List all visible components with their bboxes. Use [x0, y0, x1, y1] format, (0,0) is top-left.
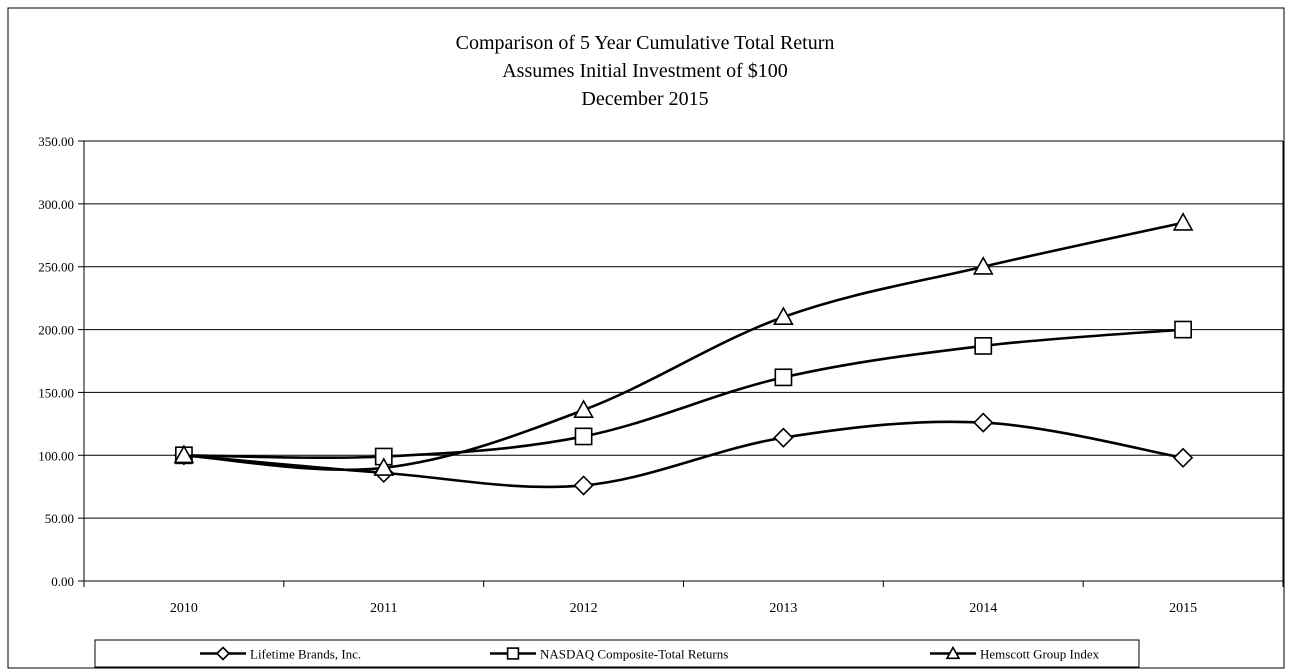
chart-title-line-1: Comparison of 5 Year Cumulative Total Re… — [456, 32, 835, 54]
y-tick-label-7: 350.00 — [38, 134, 74, 149]
point-triangle-2012 — [573, 399, 594, 419]
point-square-2014 — [974, 337, 993, 355]
x-tick-label-2010: 2010 — [170, 601, 198, 616]
legend: Lifetime Brands, Inc. NASDAQ Composite-To… — [94, 639, 1140, 668]
series-line-square — [183, 328, 1184, 460]
y-tick-label-1: 50.00 — [45, 511, 74, 526]
point-diamond-2013 — [773, 427, 794, 448]
series-triangle — [173, 212, 1194, 476]
point-triangle-2014 — [972, 256, 994, 275]
y-tick-label-6: 300.00 — [38, 197, 74, 212]
legend-marker-diamond — [215, 646, 231, 661]
point-square-2015 — [1174, 320, 1192, 339]
x-tick-label-2015: 2015 — [1169, 601, 1197, 616]
point-square-2012 — [574, 427, 593, 446]
point-diamond-2014 — [973, 412, 994, 433]
x-tick-label-2013: 2013 — [769, 601, 797, 616]
x-tick-label-2011: 2011 — [370, 601, 397, 616]
point-square-2013 — [774, 368, 793, 387]
point-triangle-2015 — [1172, 212, 1194, 231]
point-diamond-2015 — [1172, 447, 1194, 468]
point-triangle-2010 — [173, 444, 195, 464]
point-triangle-2013 — [773, 306, 794, 326]
legend-marker-triangle — [945, 645, 961, 660]
x-tick-label-2014: 2014 — [969, 601, 997, 616]
y-tick-label-2: 100.00 — [38, 448, 74, 463]
legend-label-square: NASDAQ Composite-Total Returns — [540, 647, 728, 662]
legend-label-diamond: Lifetime Brands, Inc. — [250, 647, 361, 662]
y-tick-label-3: 150.00 — [38, 385, 74, 400]
point-diamond-2012 — [573, 475, 594, 496]
chart-title-line-2: Assumes Initial Investment of $100 — [502, 60, 788, 82]
y-tick-label-0: 0.00 — [51, 574, 74, 589]
y-tick-label-5: 250.00 — [38, 260, 74, 275]
chart-title-line-3: December 2015 — [581, 88, 708, 110]
legend-label-triangle: Hemscott Group Index — [980, 647, 1100, 662]
series-square — [175, 320, 1192, 466]
y-tick-label-4: 200.00 — [38, 323, 74, 338]
plot-area: 0.00 50.00 100.00 150.00 200.00 250.00 300.00 3… — [38, 134, 1284, 616]
legend-marker-square — [506, 647, 520, 660]
x-tick-label-2012: 2012 — [570, 601, 598, 616]
series-line-triangle — [183, 221, 1184, 472]
point-triangle-2011 — [373, 457, 395, 476]
